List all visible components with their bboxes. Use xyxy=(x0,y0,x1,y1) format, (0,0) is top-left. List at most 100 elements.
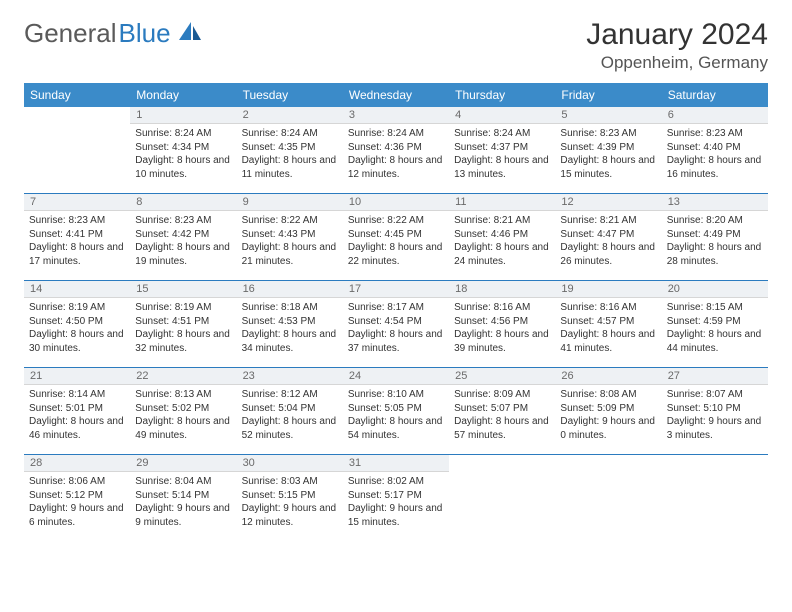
day-content: Sunrise: 8:21 AMSunset: 4:47 PMDaylight:… xyxy=(555,211,661,272)
daylight-text: Daylight: 8 hours and 21 minutes. xyxy=(242,241,338,268)
day-number: 9 xyxy=(237,194,343,211)
calendar-cell: 2Sunrise: 8:24 AMSunset: 4:35 PMDaylight… xyxy=(237,107,343,194)
sunset-text: Sunset: 4:34 PM xyxy=(135,141,231,155)
sunrise-text: Sunrise: 8:17 AM xyxy=(348,301,444,315)
sunset-text: Sunset: 5:17 PM xyxy=(348,489,444,503)
daylight-text: Daylight: 8 hours and 30 minutes. xyxy=(29,328,125,355)
daylight-text: Daylight: 8 hours and 52 minutes. xyxy=(242,415,338,442)
weekday-header: Monday xyxy=(130,83,236,107)
sunrise-text: Sunrise: 8:24 AM xyxy=(135,127,231,141)
day-number: 17 xyxy=(343,281,449,298)
daylight-text: Daylight: 8 hours and 49 minutes. xyxy=(135,415,231,442)
day-number: 2 xyxy=(237,107,343,124)
sunrise-text: Sunrise: 8:13 AM xyxy=(135,388,231,402)
sunset-text: Sunset: 4:41 PM xyxy=(29,228,125,242)
calendar-cell: 27Sunrise: 8:07 AMSunset: 5:10 PMDayligh… xyxy=(662,368,768,455)
daylight-text: Daylight: 8 hours and 11 minutes. xyxy=(242,154,338,181)
sunrise-text: Sunrise: 8:19 AM xyxy=(29,301,125,315)
day-content: Sunrise: 8:16 AMSunset: 4:57 PMDaylight:… xyxy=(555,298,661,359)
weekday-header: Tuesday xyxy=(237,83,343,107)
sunrise-text: Sunrise: 8:10 AM xyxy=(348,388,444,402)
day-number: 14 xyxy=(24,281,130,298)
day-number: 22 xyxy=(130,368,236,385)
day-number: 31 xyxy=(343,455,449,472)
day-content: Sunrise: 8:21 AMSunset: 4:46 PMDaylight:… xyxy=(449,211,555,272)
calendar-cell: 3Sunrise: 8:24 AMSunset: 4:36 PMDaylight… xyxy=(343,107,449,194)
daylight-text: Daylight: 8 hours and 32 minutes. xyxy=(135,328,231,355)
daylight-text: Daylight: 8 hours and 37 minutes. xyxy=(348,328,444,355)
day-content: Sunrise: 8:02 AMSunset: 5:17 PMDaylight:… xyxy=(343,472,449,533)
daylight-text: Daylight: 8 hours and 17 minutes. xyxy=(29,241,125,268)
sunrise-text: Sunrise: 8:18 AM xyxy=(242,301,338,315)
logo: GeneralBlue xyxy=(24,18,203,49)
day-number: 13 xyxy=(662,194,768,211)
sunset-text: Sunset: 4:35 PM xyxy=(242,141,338,155)
day-number: 3 xyxy=(343,107,449,124)
calendar-cell: 9Sunrise: 8:22 AMSunset: 4:43 PMDaylight… xyxy=(237,194,343,281)
logo-text-1: General xyxy=(24,18,117,49)
calendar-cell: 25Sunrise: 8:09 AMSunset: 5:07 PMDayligh… xyxy=(449,368,555,455)
sunrise-text: Sunrise: 8:03 AM xyxy=(242,475,338,489)
daylight-text: Daylight: 8 hours and 28 minutes. xyxy=(667,241,763,268)
sunset-text: Sunset: 4:37 PM xyxy=(454,141,550,155)
calendar-cell: 15Sunrise: 8:19 AMSunset: 4:51 PMDayligh… xyxy=(130,281,236,368)
sunset-text: Sunset: 5:04 PM xyxy=(242,402,338,416)
day-number: 25 xyxy=(449,368,555,385)
day-content: Sunrise: 8:16 AMSunset: 4:56 PMDaylight:… xyxy=(449,298,555,359)
sunrise-text: Sunrise: 8:23 AM xyxy=(29,214,125,228)
day-number: 6 xyxy=(662,107,768,124)
day-number: 5 xyxy=(555,107,661,124)
calendar-cell: 5Sunrise: 8:23 AMSunset: 4:39 PMDaylight… xyxy=(555,107,661,194)
sunset-text: Sunset: 4:54 PM xyxy=(348,315,444,329)
sunset-text: Sunset: 4:49 PM xyxy=(667,228,763,242)
day-number: 21 xyxy=(24,368,130,385)
sail-icon xyxy=(177,18,203,49)
day-content: Sunrise: 8:19 AMSunset: 4:51 PMDaylight:… xyxy=(130,298,236,359)
daylight-text: Daylight: 9 hours and 6 minutes. xyxy=(29,502,125,529)
sunset-text: Sunset: 4:46 PM xyxy=(454,228,550,242)
sunset-text: Sunset: 5:02 PM xyxy=(135,402,231,416)
calendar-cell: 16Sunrise: 8:18 AMSunset: 4:53 PMDayligh… xyxy=(237,281,343,368)
day-number: 27 xyxy=(662,368,768,385)
calendar-cell: 4Sunrise: 8:24 AMSunset: 4:37 PMDaylight… xyxy=(449,107,555,194)
day-content: Sunrise: 8:22 AMSunset: 4:45 PMDaylight:… xyxy=(343,211,449,272)
sunrise-text: Sunrise: 8:23 AM xyxy=(667,127,763,141)
calendar-cell: 24Sunrise: 8:10 AMSunset: 5:05 PMDayligh… xyxy=(343,368,449,455)
daylight-text: Daylight: 8 hours and 19 minutes. xyxy=(135,241,231,268)
sunrise-text: Sunrise: 8:22 AM xyxy=(242,214,338,228)
sunrise-text: Sunrise: 8:09 AM xyxy=(454,388,550,402)
day-content: Sunrise: 8:03 AMSunset: 5:15 PMDaylight:… xyxy=(237,472,343,533)
calendar-cell xyxy=(662,455,768,542)
daylight-text: Daylight: 8 hours and 15 minutes. xyxy=(560,154,656,181)
day-content: Sunrise: 8:07 AMSunset: 5:10 PMDaylight:… xyxy=(662,385,768,446)
day-number: 10 xyxy=(343,194,449,211)
calendar-cell: 28Sunrise: 8:06 AMSunset: 5:12 PMDayligh… xyxy=(24,455,130,542)
sunrise-text: Sunrise: 8:07 AM xyxy=(667,388,763,402)
day-number: 8 xyxy=(130,194,236,211)
sunset-text: Sunset: 4:36 PM xyxy=(348,141,444,155)
calendar-cell: 11Sunrise: 8:21 AMSunset: 4:46 PMDayligh… xyxy=(449,194,555,281)
day-number: 7 xyxy=(24,194,130,211)
day-number: 26 xyxy=(555,368,661,385)
sunrise-text: Sunrise: 8:21 AM xyxy=(454,214,550,228)
day-content: Sunrise: 8:23 AMSunset: 4:39 PMDaylight:… xyxy=(555,124,661,185)
day-number: 19 xyxy=(555,281,661,298)
sunset-text: Sunset: 5:09 PM xyxy=(560,402,656,416)
day-number: 12 xyxy=(555,194,661,211)
calendar-cell: 12Sunrise: 8:21 AMSunset: 4:47 PMDayligh… xyxy=(555,194,661,281)
sunset-text: Sunset: 5:10 PM xyxy=(667,402,763,416)
location: Oppenheim, Germany xyxy=(586,53,768,73)
sunset-text: Sunset: 4:47 PM xyxy=(560,228,656,242)
sunrise-text: Sunrise: 8:15 AM xyxy=(667,301,763,315)
sunrise-text: Sunrise: 8:19 AM xyxy=(135,301,231,315)
calendar-cell: 17 Sunrise: 8:17 AMSunset: 4:54 PMDayligh… xyxy=(343,281,449,368)
daylight-text: Daylight: 8 hours and 39 minutes. xyxy=(454,328,550,355)
day-number: 16 xyxy=(237,281,343,298)
sunrise-text: Sunrise: 8:24 AM xyxy=(454,127,550,141)
day-content: Sunrise: 8:19 AMSunset: 4:50 PMDaylight:… xyxy=(24,298,130,359)
day-content: Sunrise: 8:24 AMSunset: 4:35 PMDaylight:… xyxy=(237,124,343,185)
day-content: Sunrise: 8:10 AMSunset: 5:05 PMDaylight:… xyxy=(343,385,449,446)
calendar-cell: 6Sunrise: 8:23 AMSunset: 4:40 PMDaylight… xyxy=(662,107,768,194)
calendar-row: 7Sunrise: 8:23 AMSunset: 4:41 PMDaylight… xyxy=(24,194,768,281)
day-content: Sunrise: 8:18 AMSunset: 4:53 PMDaylight:… xyxy=(237,298,343,359)
